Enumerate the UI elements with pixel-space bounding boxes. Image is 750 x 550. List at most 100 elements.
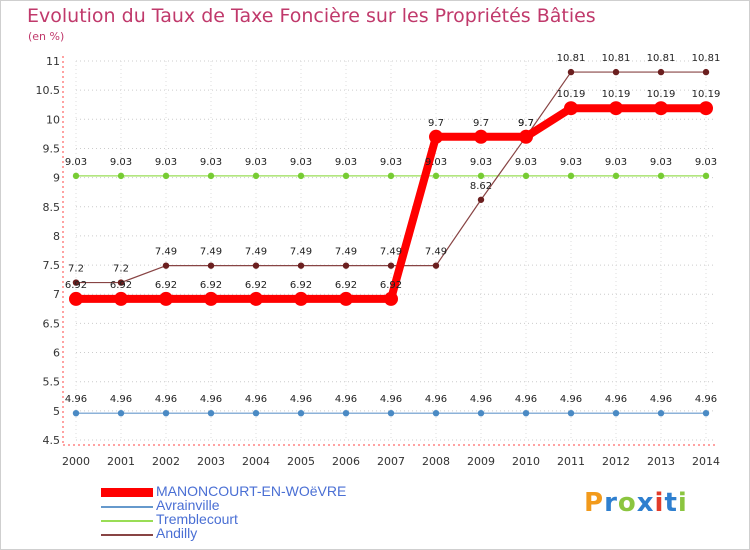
legend-label: MANONCOURT-EN-WOëVRE: [156, 483, 347, 499]
data-label: 7.49: [335, 247, 357, 258]
x-tick-label: 2006: [332, 455, 360, 468]
data-point: [249, 291, 263, 306]
data-point: [342, 172, 350, 180]
data-point: [654, 101, 668, 116]
x-tick-label: 2012: [602, 455, 630, 468]
data-label: 10.81: [557, 53, 586, 64]
data-point: [609, 101, 623, 116]
data-label: 8.62: [470, 181, 492, 192]
data-label: 9.03: [425, 157, 447, 168]
data-label: 7.49: [245, 247, 267, 258]
data-point: [162, 409, 170, 417]
data-label: 4.96: [425, 394, 447, 405]
data-point: [429, 129, 443, 144]
data-point: [432, 172, 440, 180]
data-label: 9.03: [335, 157, 357, 168]
data-label: 9.03: [560, 157, 582, 168]
data-point: [342, 262, 350, 269]
data-label: 6.92: [110, 280, 132, 291]
data-point: [387, 409, 395, 417]
data-point: [474, 129, 488, 144]
data-label: 9.03: [515, 157, 537, 168]
legend-swatch: [101, 506, 153, 508]
data-label: 9.03: [380, 157, 402, 168]
data-point: [117, 409, 125, 417]
data-label: 6.92: [245, 280, 267, 291]
data-point: [297, 409, 305, 417]
data-label: 4.96: [65, 394, 87, 405]
data-point: [294, 291, 308, 306]
data-point: [252, 262, 260, 269]
data-label: 9.03: [155, 157, 177, 168]
x-tick-label: 2010: [512, 455, 540, 468]
x-tick-label: 2014: [692, 455, 720, 468]
x-tick-label: 2000: [62, 455, 90, 468]
data-label: 4.96: [200, 394, 222, 405]
y-tick-label: 5: [53, 405, 60, 418]
data-label: 6.92: [335, 280, 357, 291]
data-label: 9.03: [200, 157, 222, 168]
data-point: [114, 291, 128, 306]
data-point: [69, 291, 83, 306]
data-label: 9.03: [695, 157, 717, 168]
x-tick-label: 2008: [422, 455, 450, 468]
data-label: 9.7: [428, 118, 444, 129]
data-point: [522, 409, 530, 417]
data-point: [117, 279, 125, 286]
data-point: [567, 172, 575, 180]
data-label: 4.96: [605, 394, 627, 405]
data-label: 10.81: [602, 53, 631, 64]
data-point: [384, 291, 398, 306]
x-tick-label: 2005: [287, 455, 315, 468]
data-label: 4.96: [155, 394, 177, 405]
data-label: 9.03: [110, 157, 132, 168]
data-label: 7.49: [380, 247, 402, 258]
data-point: [702, 409, 710, 417]
data-point: [387, 172, 395, 180]
y-tick-label: 9.5: [43, 142, 61, 155]
y-tick-label: 6.5: [43, 317, 61, 330]
x-tick-label: 2001: [107, 455, 135, 468]
data-point: [702, 68, 710, 76]
data-label: 9.03: [65, 157, 87, 168]
data-point: [207, 262, 215, 269]
y-tick-label: 4.5: [43, 434, 61, 447]
unit-label: (en %): [28, 30, 65, 43]
data-point: [339, 291, 353, 306]
x-tick-label: 2002: [152, 455, 180, 468]
data-point: [567, 68, 575, 76]
y-tick-label: 9: [53, 172, 60, 185]
data-label: 4.96: [245, 394, 267, 405]
data-point: [564, 101, 578, 116]
data-label: 7.2: [113, 264, 129, 275]
logo-letter: o: [617, 488, 637, 518]
data-label: 10.19: [602, 89, 631, 100]
data-point: [72, 172, 80, 180]
data-point: [162, 262, 170, 269]
data-label: 10.19: [557, 89, 586, 100]
data-point: [522, 172, 530, 180]
data-label: 7.49: [155, 247, 177, 258]
legend-swatch: [101, 534, 153, 536]
logo-letter: i: [654, 488, 665, 518]
data-point: [252, 409, 260, 417]
data-label: 6.92: [290, 280, 312, 291]
data-label: 10.81: [692, 53, 721, 64]
logo-letter: x: [636, 488, 655, 518]
logo-letter: t: [664, 488, 678, 518]
data-label: 7.49: [290, 247, 312, 258]
logo-letter: i: [677, 488, 688, 518]
data-label: 9.7: [518, 118, 534, 129]
x-tick-label: 2011: [557, 455, 585, 468]
data-label: 4.96: [110, 394, 132, 405]
series-line-manoncourt-en-wo-vre: [76, 104, 706, 303]
y-tick-label: 10: [46, 113, 60, 126]
y-tick-label: 5.5: [43, 376, 61, 389]
data-label: 4.96: [380, 394, 402, 405]
data-point: [432, 262, 440, 269]
proxiti-logo: Proxiti: [584, 488, 688, 518]
logo-letter: P: [584, 488, 605, 518]
data-label: 10.19: [692, 89, 721, 100]
